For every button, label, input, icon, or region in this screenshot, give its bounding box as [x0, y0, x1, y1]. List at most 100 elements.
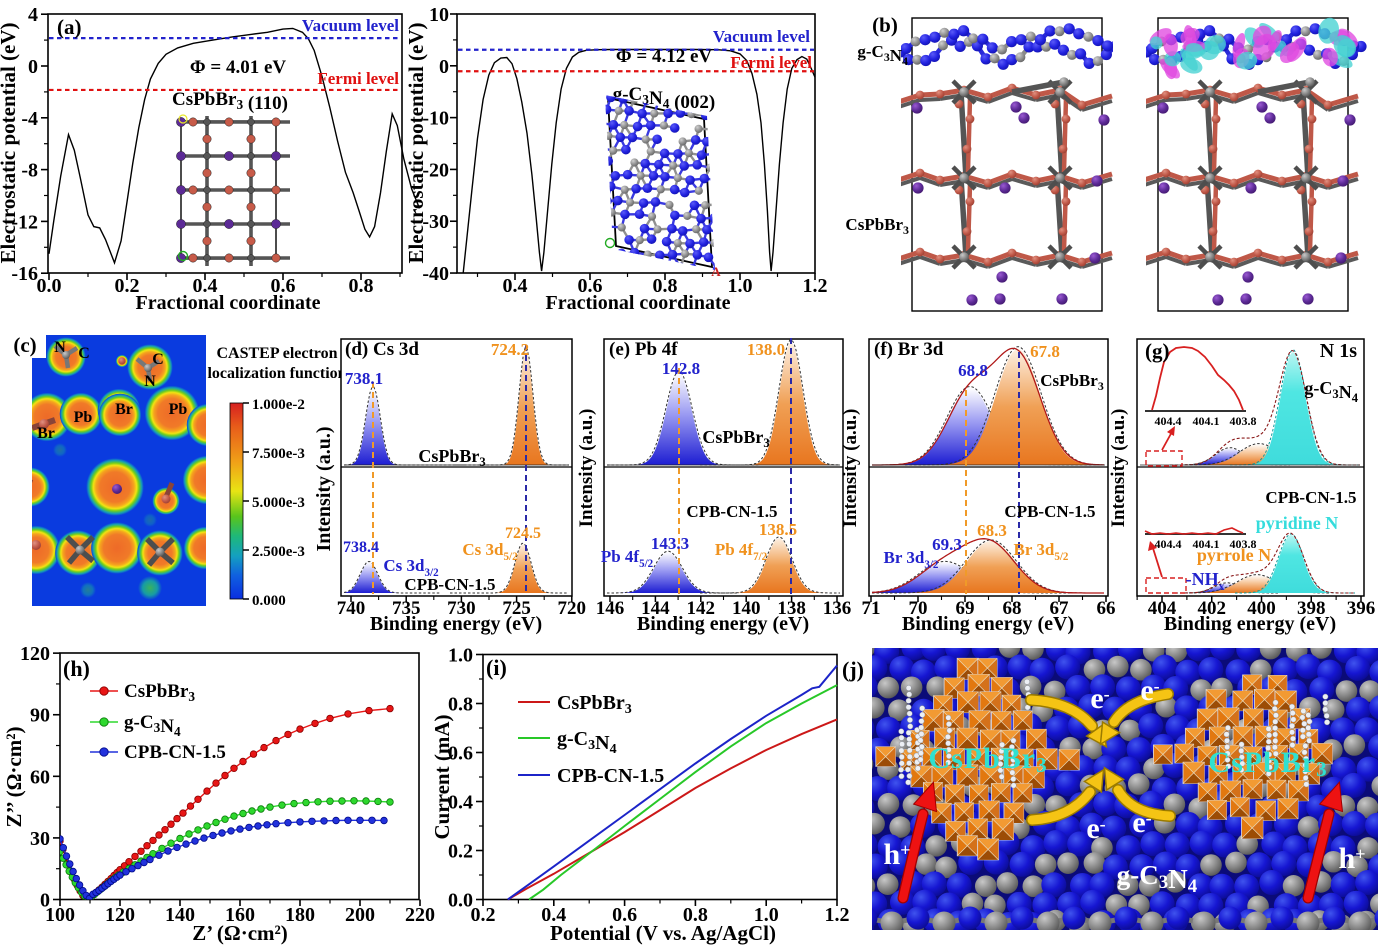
svg-text:(a): (a): [57, 15, 82, 39]
svg-text:(g): (g): [1145, 339, 1170, 363]
svg-text:404.4: 404.4: [1155, 537, 1182, 551]
svg-text:0.6: 0.6: [271, 275, 296, 297]
svg-text:738.1: 738.1: [345, 369, 383, 388]
svg-text:403.8: 403.8: [1230, 537, 1257, 551]
svg-text:(h): (h): [63, 656, 90, 681]
svg-text:69: 69: [956, 598, 975, 619]
svg-text:0.8: 0.8: [653, 275, 678, 297]
svg-text:Binding energy (eV): Binding energy (eV): [1164, 613, 1336, 635]
svg-text:735: 735: [392, 598, 421, 619]
svg-text:404: 404: [1148, 598, 1177, 619]
svg-text:402: 402: [1198, 598, 1227, 619]
svg-text:0.4: 0.4: [503, 275, 528, 297]
svg-text:70: 70: [909, 598, 928, 619]
svg-text:Pb: Pb: [169, 401, 188, 418]
svg-text:g-C3N4: g-C3N4: [857, 42, 908, 68]
svg-text:120: 120: [105, 904, 135, 926]
svg-text:142.8: 142.8: [662, 359, 700, 378]
svg-text:200: 200: [345, 904, 375, 926]
svg-text:730: 730: [447, 598, 476, 619]
svg-text:-16: -16: [11, 263, 38, 285]
svg-text:67.8: 67.8: [1030, 342, 1060, 361]
svg-text:68.3: 68.3: [977, 521, 1007, 540]
svg-text:-8: -8: [21, 160, 38, 182]
svg-text:Φ = 4.01 eV: Φ = 4.01 eV: [190, 57, 287, 78]
svg-text:120: 120: [20, 643, 50, 665]
svg-text:0.4: 0.4: [193, 275, 218, 297]
svg-text:0.8: 0.8: [448, 694, 473, 716]
svg-text:CPB-CN-1.5: CPB-CN-1.5: [557, 765, 664, 787]
svg-text:Z’ (Ω·cm²): Z’ (Ω·cm²): [192, 921, 288, 945]
svg-text:0.2: 0.2: [471, 904, 496, 926]
svg-text:60: 60: [30, 766, 50, 788]
svg-text:Fractional coordinate: Fractional coordinate: [546, 292, 731, 314]
svg-text:CsPbBr3: CsPbBr3: [124, 681, 195, 704]
svg-text:0.6: 0.6: [448, 743, 473, 765]
svg-text:pyrrole N: pyrrole N: [1197, 545, 1271, 565]
svg-text:0.000: 0.000: [252, 593, 286, 609]
svg-text:Intensity (a.u.): Intensity (a.u.): [576, 409, 597, 528]
svg-text:30: 30: [30, 828, 50, 850]
svg-text:0.8: 0.8: [349, 275, 374, 297]
svg-text:Binding energy (eV): Binding energy (eV): [902, 613, 1074, 635]
svg-text:396: 396: [1347, 598, 1376, 619]
svg-text:N 1s: N 1s: [1320, 340, 1357, 362]
svg-text:140: 140: [732, 598, 761, 619]
svg-text:Binding energy (eV): Binding energy (eV): [637, 613, 809, 635]
svg-text:Current (mA): Current (mA): [430, 714, 454, 839]
svg-text:0.6: 0.6: [578, 275, 603, 297]
svg-text:Z’’ (Ω·cm²): Z’’ (Ω·cm²): [2, 726, 26, 827]
svg-text:CsPbBr3: CsPbBr3: [1208, 746, 1327, 781]
svg-text:0: 0: [439, 56, 449, 78]
svg-text:1.0: 1.0: [754, 904, 779, 926]
svg-text:138: 138: [777, 598, 806, 619]
svg-text:404.4: 404.4: [1155, 414, 1182, 428]
svg-text:CPB-CN-1.5: CPB-CN-1.5: [1004, 502, 1095, 521]
svg-text:143.3: 143.3: [651, 534, 689, 553]
svg-text:1.2: 1.2: [825, 904, 850, 926]
svg-text:C: C: [78, 345, 90, 362]
svg-text:-20: -20: [422, 159, 449, 181]
svg-text:90: 90: [30, 705, 50, 727]
svg-text:h+: h+: [1339, 842, 1366, 875]
svg-text:(e) Pb 4f: (e) Pb 4f: [609, 339, 678, 360]
svg-text:0.0: 0.0: [37, 275, 62, 297]
svg-text:1.2: 1.2: [803, 275, 828, 297]
svg-text:138.0: 138.0: [747, 340, 785, 359]
svg-text:localization function: localization function: [207, 365, 346, 382]
svg-text:A: A: [711, 264, 721, 279]
svg-text:100: 100: [45, 904, 75, 926]
svg-text:398: 398: [1297, 598, 1326, 619]
svg-text:CsPbBr3: CsPbBr3: [928, 742, 1047, 777]
svg-text:Fermi level: Fermi level: [730, 53, 812, 72]
svg-text:CASTEP electron: CASTEP electron: [216, 345, 337, 362]
svg-text:4: 4: [28, 4, 38, 26]
svg-text:Pb: Pb: [74, 409, 93, 426]
svg-text:142: 142: [687, 598, 716, 619]
svg-text:738.4: 738.4: [343, 539, 379, 556]
svg-text:403.8: 403.8: [1230, 414, 1257, 428]
svg-text:725: 725: [502, 598, 531, 619]
svg-text:-30: -30: [422, 211, 449, 233]
svg-text:160: 160: [225, 904, 255, 926]
svg-text:71: 71: [862, 598, 881, 619]
svg-text:CPB-CN-1.5: CPB-CN-1.5: [686, 502, 777, 521]
svg-text:400: 400: [1247, 598, 1276, 619]
svg-text:138.5: 138.5: [759, 520, 797, 539]
svg-text:2.500e-3: 2.500e-3: [252, 544, 305, 560]
svg-text:720: 720: [558, 598, 587, 619]
svg-text:Binding energy (eV): Binding energy (eV): [370, 613, 542, 635]
svg-text:0.6: 0.6: [612, 904, 637, 926]
svg-text:740: 740: [337, 598, 366, 619]
svg-text:(f) Br 3d: (f) Br 3d: [874, 339, 944, 360]
svg-text:-40: -40: [422, 263, 449, 285]
svg-text:Intensity (a.u.): Intensity (a.u.): [1108, 409, 1129, 528]
svg-text:67: 67: [1050, 598, 1070, 619]
svg-text:180: 180: [285, 904, 315, 926]
svg-text:CsPbBr3: CsPbBr3: [845, 215, 909, 237]
svg-text:Intensity (a.u.): Intensity (a.u.): [840, 409, 861, 528]
svg-text:-12: -12: [11, 211, 38, 233]
svg-text:Potential (V vs. Ag/AgCl): Potential (V vs. Ag/AgCl): [550, 921, 776, 945]
svg-text:69.3: 69.3: [932, 535, 962, 554]
svg-text:66: 66: [1097, 598, 1116, 619]
